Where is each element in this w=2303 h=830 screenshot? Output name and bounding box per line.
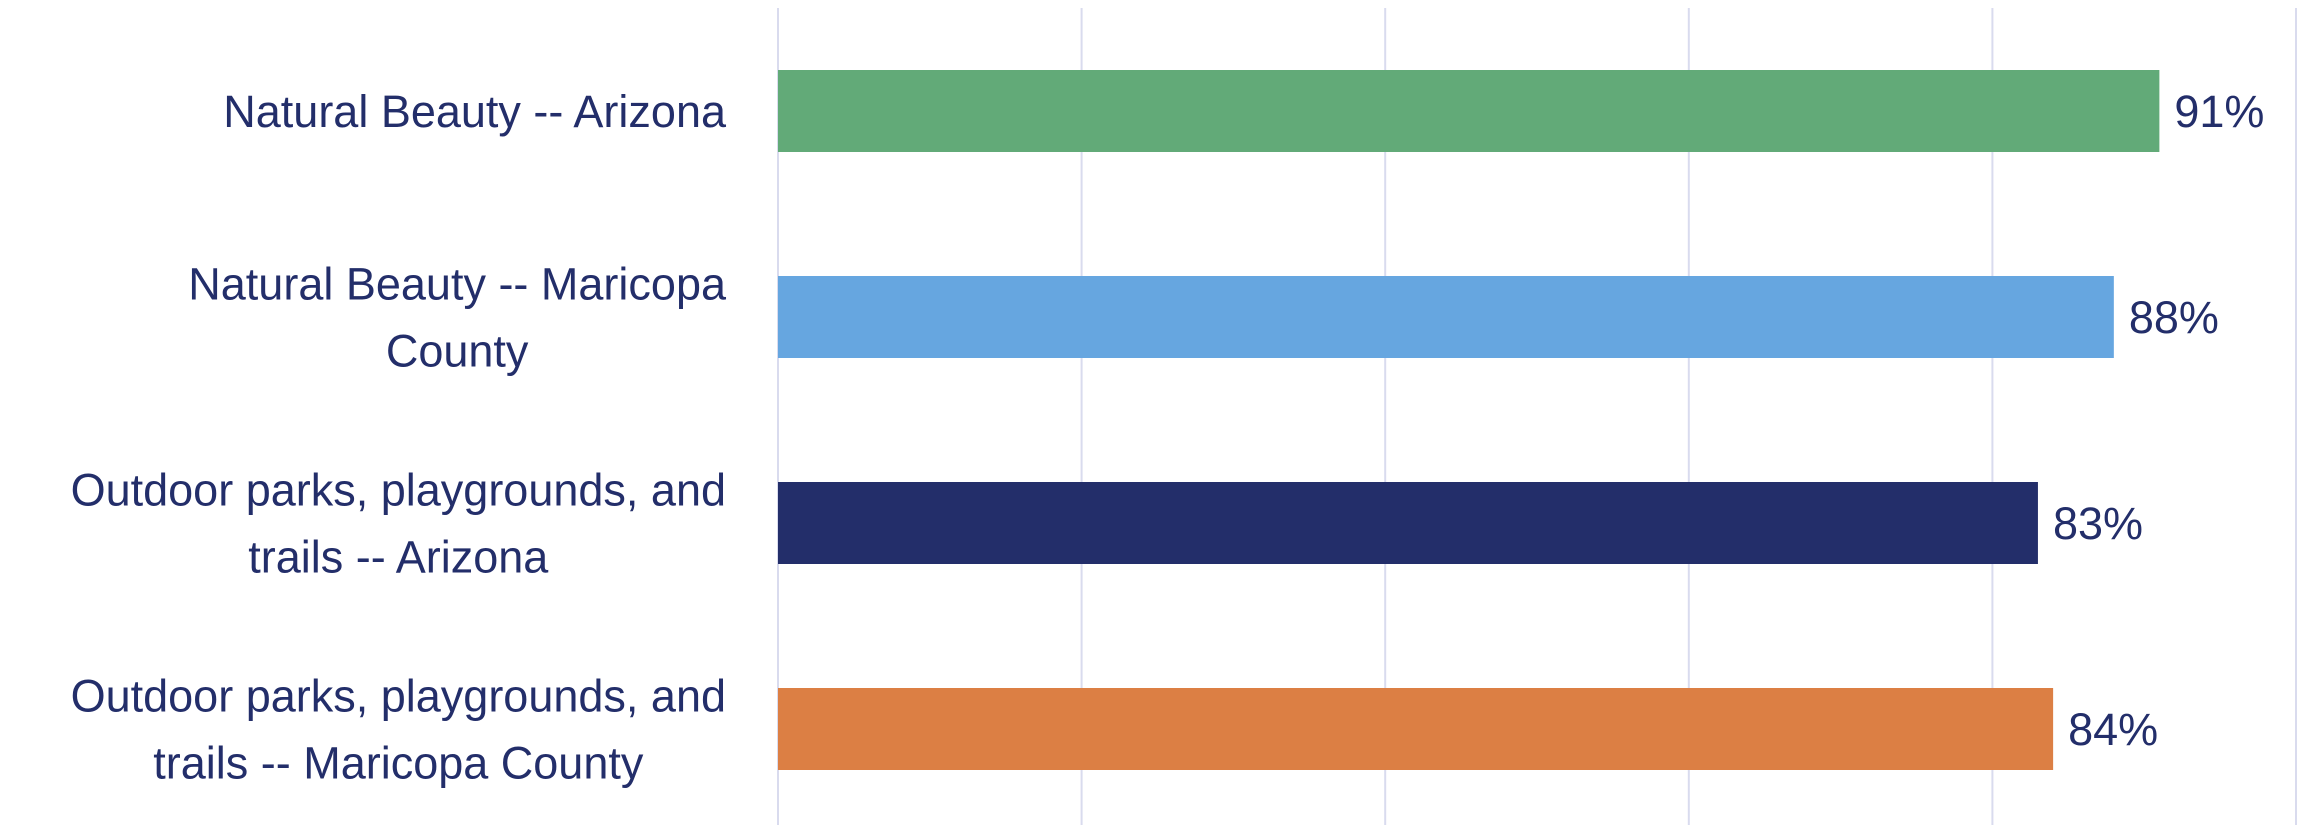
category-label-2: Natural Beauty -- Maricopa County xyxy=(188,258,727,376)
bar-3 xyxy=(778,482,2038,564)
data-label-1: 91% xyxy=(2174,86,2264,137)
category-label-1: Natural Beauty -- Arizona xyxy=(223,86,727,137)
category-label-line: trails -- Arizona xyxy=(248,531,549,582)
data-label-2: 88% xyxy=(2129,292,2219,343)
category-label-3: Outdoor parks, playgrounds, and trails --… xyxy=(71,464,726,582)
data-label-3: 83% xyxy=(2053,498,2143,549)
category-label-4: Outdoor parks, playgrounds, and trails --… xyxy=(71,670,726,788)
bar-2 xyxy=(778,276,2114,358)
category-label-line: trails -- Maricopa County xyxy=(153,737,644,788)
category-label-line: Outdoor parks, playgrounds, and xyxy=(71,670,726,721)
bar-4 xyxy=(778,688,2054,770)
category-label-line: Outdoor parks, playgrounds, and xyxy=(71,464,726,515)
category-label-line: Natural Beauty -- Maricopa xyxy=(188,258,727,309)
category-labels: Natural Beauty -- Arizona Natural Beauty … xyxy=(71,86,727,789)
bars xyxy=(778,70,2160,770)
category-label-line: Natural Beauty -- Arizona xyxy=(223,86,727,137)
data-label-4: 84% xyxy=(2068,704,2158,755)
bar-1 xyxy=(778,70,2160,152)
data-labels: 91% 88% 83% 84% xyxy=(2053,86,2265,755)
category-label-line: County xyxy=(386,325,529,376)
